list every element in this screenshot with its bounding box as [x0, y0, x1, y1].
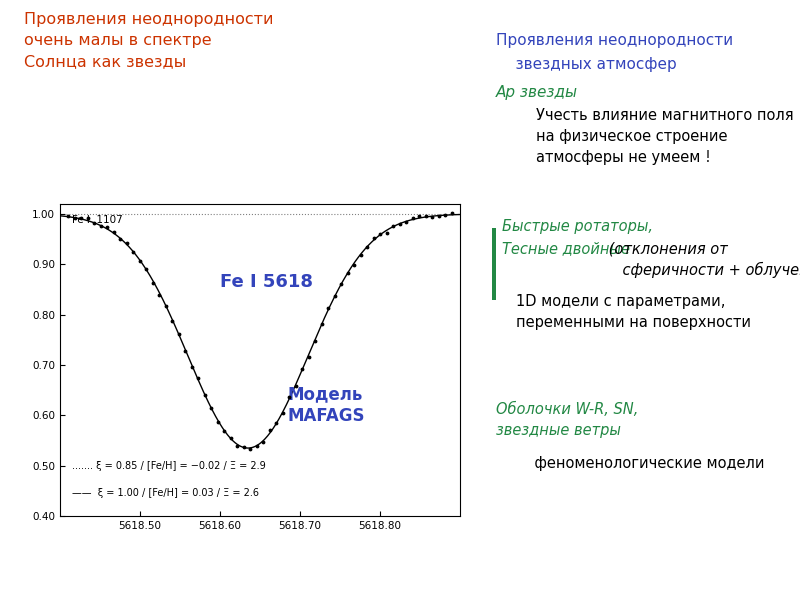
- Text: ....... ξ = 0.85 / [Fe/H] = −0.02 / Ξ = 2.9: ....... ξ = 0.85 / [Fe/H] = −0.02 / Ξ = …: [72, 461, 266, 472]
- Text: Fe I  1107: Fe I 1107: [72, 215, 122, 225]
- Text: звездных атмосфер: звездных атмосфер: [496, 57, 677, 72]
- Text: звездные ветры: звездные ветры: [496, 423, 621, 438]
- Text: феноменологические модели: феноменологические модели: [516, 456, 765, 471]
- Text: Модель
MAFAGS: Модель MAFAGS: [288, 385, 366, 425]
- Text: Проявления неоднородности
очень малы в спектре
Солнца как звезды: Проявления неоднородности очень малы в с…: [24, 12, 274, 69]
- Text: Ар звезды: Ар звезды: [496, 85, 578, 100]
- Text: 1D модели с параметрами,
переменными на поверхности: 1D модели с параметрами, переменными на …: [516, 294, 751, 330]
- Text: Тесные двойные: Тесные двойные: [502, 241, 630, 256]
- Text: Учесть влияние магнитного поля
на физическое строение
атмосферы не умеем !: Учесть влияние магнитного поля на физиче…: [536, 108, 794, 165]
- Text: ——  ξ = 1.00 / [Fe/H] = 0.03 / Ξ = 2.6: —— ξ = 1.00 / [Fe/H] = 0.03 / Ξ = 2.6: [72, 488, 259, 498]
- Text: Проявления неоднородности: Проявления неоднородности: [496, 33, 733, 48]
- Text: Оболочки W-R, SN,: Оболочки W-R, SN,: [496, 402, 638, 417]
- Text: Fe I 5618: Fe I 5618: [220, 272, 313, 290]
- Text: (отклонения от
    сферичности + облучение): (отклонения от сферичности + облучение): [604, 241, 800, 278]
- Text: Быстрые ротаторы,: Быстрые ротаторы,: [502, 219, 654, 234]
